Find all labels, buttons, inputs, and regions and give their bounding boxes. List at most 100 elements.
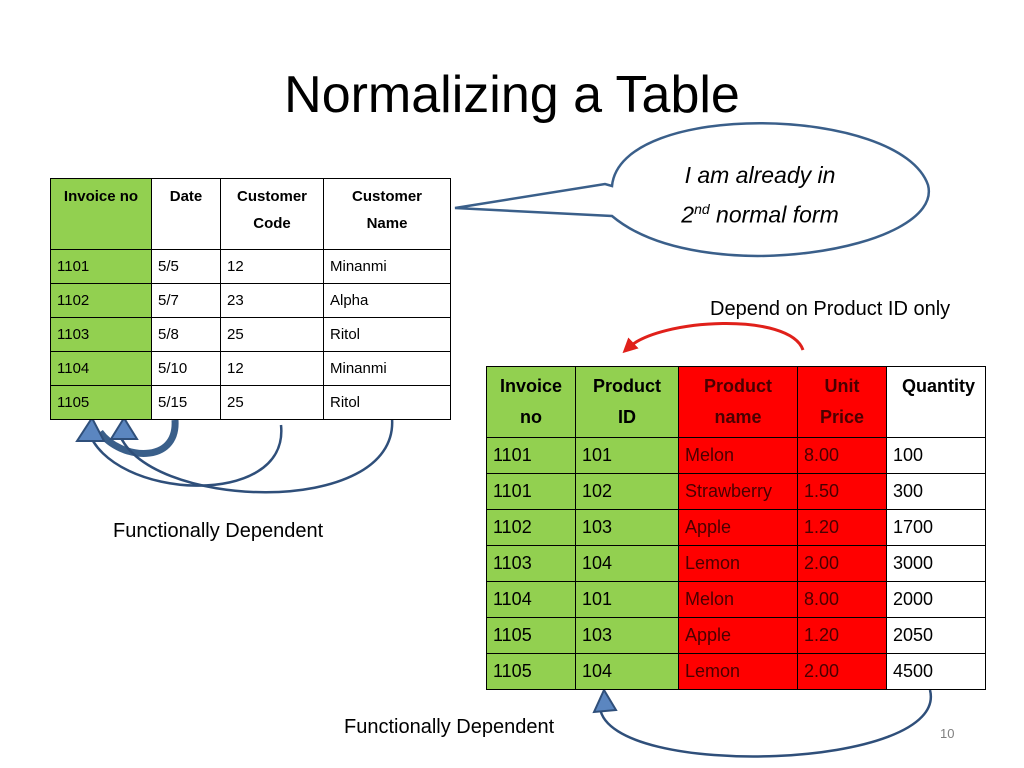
bubble-number: 2	[681, 201, 695, 228]
table-row: 1102 5/7 23 Alpha	[50, 283, 451, 318]
table-cell: 2.00	[797, 653, 887, 690]
bubble-ordinal: nd	[694, 201, 710, 217]
table-cell: Ritol	[323, 317, 451, 352]
arrowhead-1	[75, 416, 106, 442]
table-header-row: Invoice no Product ID Product name Unit …	[486, 366, 986, 438]
table-cell: 102	[575, 473, 679, 510]
table-cell: 1.50	[797, 473, 887, 510]
table-cell: 104	[575, 545, 679, 582]
blue-arrow-2	[86, 424, 283, 487]
table-cell: 25	[220, 317, 324, 352]
table-cell: Lemon	[678, 545, 798, 582]
functionally-dependent-note: Functionally Dependent	[344, 716, 555, 738]
table-row: 1104 5/10 12 Minanmi	[50, 351, 451, 386]
table-cell: 5/15	[151, 385, 221, 420]
table-cell: 23	[220, 283, 324, 318]
table-header-row: Invoice no Date Customer Code Customer N…	[50, 178, 451, 250]
table-row: 1105 103 Apple 1.20 2050	[486, 617, 986, 654]
table-row: 1101 101 Melon 8.00 100	[486, 437, 986, 474]
table-cell: Lemon	[678, 653, 798, 690]
bubble-line-2: 2nd normal form	[640, 192, 880, 232]
invoice-customer-table: Invoice no Date Customer Code Customer N…	[50, 178, 451, 420]
table-cell: 1102	[50, 283, 152, 318]
table-row: 1105 5/15 25 Ritol	[50, 385, 451, 420]
table-cell: 1101	[486, 437, 576, 474]
table-row: 1101 102 Strawberry 1.50 300	[486, 473, 986, 510]
column-header: Customer Name	[323, 178, 451, 250]
table-cell: 5/8	[151, 317, 221, 352]
bubble-text: I am already in 2nd normal form	[640, 158, 880, 232]
table-cell: 4500	[886, 653, 986, 690]
table-cell: 1104	[486, 581, 576, 618]
table-cell: 25	[220, 385, 324, 420]
page-number: 10	[940, 726, 955, 741]
table-cell: 2.00	[797, 545, 887, 582]
column-header: Invoice no	[486, 366, 576, 438]
arrowhead-2	[109, 416, 139, 440]
table-row: 1102 103 Apple 1.20 1700	[486, 509, 986, 546]
table-cell: 100	[886, 437, 986, 474]
table-cell: 104	[575, 653, 679, 690]
column-header: Customer Code	[220, 178, 324, 250]
bubble-line-1: I am already in	[684, 162, 836, 188]
blue-arrow-3	[116, 417, 394, 494]
table-row: 1101 5/5 12 Minanmi	[50, 249, 451, 284]
table-row: 1103 5/8 25 Ritol	[50, 317, 451, 352]
table-cell: 300	[886, 473, 986, 510]
table-cell: Apple	[678, 509, 798, 546]
column-header: Invoice no	[50, 178, 152, 250]
table-cell: 8.00	[797, 581, 887, 618]
table-row: 1105 104 Lemon 2.00 4500	[486, 653, 986, 690]
table-cell: 1700	[886, 509, 986, 546]
functionally-dependent-note: Functionally Dependent	[113, 520, 324, 542]
blue-arrow-4	[598, 689, 932, 758]
table-cell: 1101	[486, 473, 576, 510]
table-cell: 2000	[886, 581, 986, 618]
table-row: 1104 101 Melon 8.00 2000	[486, 581, 986, 618]
table-cell: 1101	[50, 249, 152, 284]
table-cell: 103	[575, 509, 679, 546]
invoice-product-table: Invoice no Product ID Product name Unit …	[486, 366, 986, 690]
table-cell: Melon	[678, 437, 798, 474]
column-header: Unit Price	[797, 366, 887, 438]
table-cell: 1.20	[797, 617, 887, 654]
table-cell: Ritol	[323, 385, 451, 420]
speech-bubble	[454, 122, 930, 258]
table-cell: Minanmi	[323, 249, 451, 284]
table-cell: Apple	[678, 617, 798, 654]
table-cell: 12	[220, 351, 324, 386]
table-cell: 1102	[486, 509, 576, 546]
arrowhead-3	[592, 687, 618, 714]
red-dependency-arrow	[622, 322, 805, 354]
column-header: Product name	[678, 366, 798, 438]
table-cell: 1105	[486, 653, 576, 690]
table-cell: 5/7	[151, 283, 221, 318]
table-cell: Minanmi	[323, 351, 451, 386]
table-cell: 8.00	[797, 437, 887, 474]
blue-arrow-1	[97, 419, 179, 457]
column-header: Quantity	[886, 366, 986, 438]
table-cell: 101	[575, 581, 679, 618]
slide-title: Normalizing a Table	[284, 66, 740, 124]
table-cell: 1105	[486, 617, 576, 654]
table-cell: 103	[575, 617, 679, 654]
table-cell: Strawberry	[678, 473, 798, 510]
table-cell: 2050	[886, 617, 986, 654]
bubble-suffix: normal form	[709, 201, 839, 228]
table-cell: 1103	[50, 317, 152, 352]
table-cell: 3000	[886, 545, 986, 582]
depend-product-id-note: Depend on Product ID only	[710, 298, 951, 320]
column-header: Product ID	[575, 366, 679, 438]
table-cell: 5/5	[151, 249, 221, 284]
table-cell: 5/10	[151, 351, 221, 386]
table-cell: Melon	[678, 581, 798, 618]
table-cell: 1103	[486, 545, 576, 582]
table-row: 1103 104 Lemon 2.00 3000	[486, 545, 986, 582]
table-cell: 1105	[50, 385, 152, 420]
table-cell: 12	[220, 249, 324, 284]
table-cell: 1104	[50, 351, 152, 386]
column-header: Date	[151, 178, 221, 250]
table-cell: Alpha	[323, 283, 451, 318]
